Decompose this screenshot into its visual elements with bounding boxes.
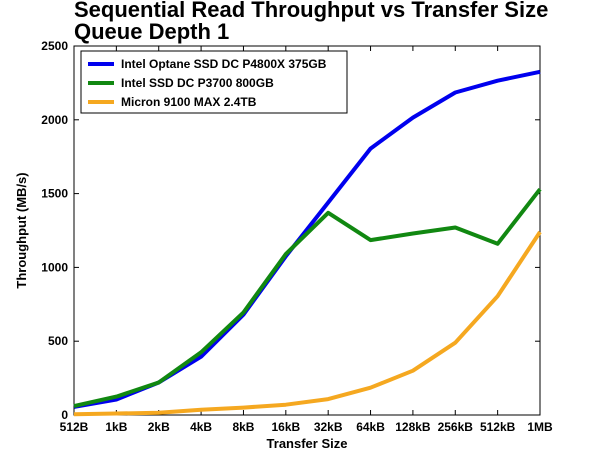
x-tick-label: 512kB <box>480 420 516 434</box>
y-axis: 0 500 1000 1500 2000 2500 <box>41 39 540 422</box>
plot-area <box>73 45 541 416</box>
y-axis-label: Throughput (MB/s) <box>14 172 29 288</box>
y-tick-label: 2500 <box>41 39 68 53</box>
x-tick-label: 4kB <box>190 420 212 434</box>
x-tick-label: 1MB <box>527 420 553 434</box>
x-tick-label: 2kB <box>148 420 170 434</box>
x-tick-label: 8kB <box>232 420 254 434</box>
x-axis-label: Transfer Size <box>267 436 348 451</box>
chart-title: Sequential Read Throughput vs Transfer S… <box>74 0 548 22</box>
y-tick-label: 2000 <box>41 113 68 127</box>
x-tick-label: 128kB <box>395 420 431 434</box>
legend-label: Intel Optane SSD DC P4800X 375GB <box>121 57 327 71</box>
x-tick-label: 16kB <box>271 420 300 434</box>
series-line-2 <box>73 187 542 409</box>
chart-subtitle: Queue Depth 1 <box>74 19 229 44</box>
x-tick-label: 32kB <box>314 420 343 434</box>
y-tick-label: 1500 <box>41 187 68 201</box>
series-line-3 <box>73 230 542 417</box>
series-layer <box>73 69 542 417</box>
series-line-1 <box>73 69 541 409</box>
y-tick-label: 0 <box>61 408 68 422</box>
y-tick-label: 500 <box>48 334 68 348</box>
x-tick-label: 256kB <box>438 420 474 434</box>
legend: Intel Optane SSD DC P4800X 375GB Intel SS… <box>80 50 348 114</box>
x-tick-label: 1kB <box>105 420 127 434</box>
x-axis: 512B 1kB 2kB 4kB 8kB 16kB 32kB 64kB 128kB 256kB 51… <box>60 46 553 434</box>
x-tick-label: 512B <box>60 420 89 434</box>
legend-label: Intel SSD DC P3700 800GB <box>121 76 274 90</box>
y-tick-label: 1000 <box>41 260 68 274</box>
x-tick-label: 64kB <box>356 420 385 434</box>
legend-label: Micron 9100 MAX 2.4TB <box>121 95 257 109</box>
legend-box <box>80 50 348 114</box>
